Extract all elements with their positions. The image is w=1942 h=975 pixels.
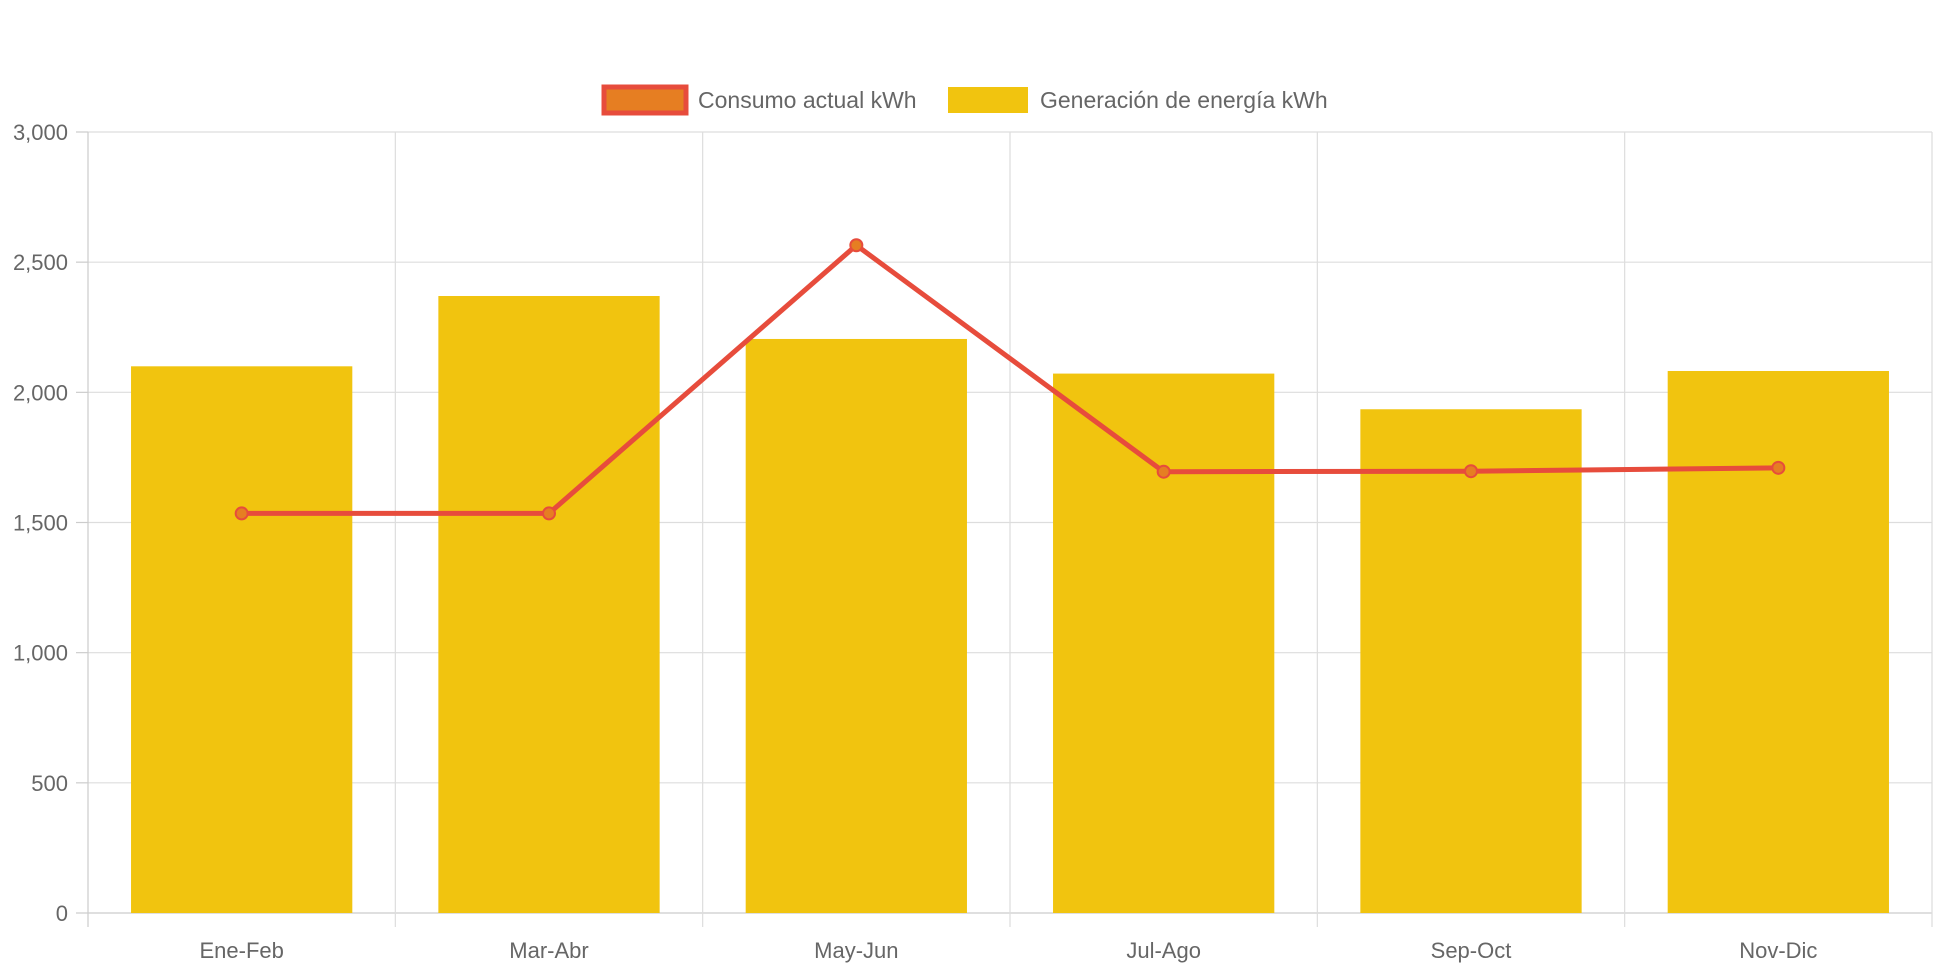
x-tick-label: Jul-Ago: [1126, 938, 1201, 963]
x-tick-label: Ene-Feb: [199, 938, 283, 963]
x-tick-label: Sep-Oct: [1431, 938, 1512, 963]
y-tick-label: 2,000: [13, 380, 68, 405]
y-tick-label: 1,000: [13, 641, 68, 666]
legend-label-consumo: Consumo actual kWh: [698, 87, 917, 113]
bar: [1360, 409, 1582, 913]
line-point: [542, 506, 556, 521]
bar: [745, 338, 967, 914]
legend-swatch-generacion: [948, 87, 1028, 113]
line-point: [234, 506, 249, 521]
bar: [438, 296, 660, 913]
legend-label-generacion: Generación de energía kWh: [1040, 87, 1328, 113]
y-tick-label: 500: [31, 771, 68, 796]
y-tick-label: 0: [56, 901, 68, 926]
legend-swatch-consumo: [601, 84, 689, 116]
bar: [131, 366, 353, 913]
legend: Consumo actual kWh Generación de energía …: [601, 84, 1328, 116]
line-point: [1156, 464, 1171, 479]
x-tick-label: Nov-Dic: [1739, 938, 1817, 963]
bar: [1053, 373, 1275, 913]
bar: [1667, 370, 1889, 914]
x-tick-label: Mar-Abr: [509, 938, 588, 963]
x-tick-label: May-Jun: [814, 938, 898, 963]
grid-lines: [87, 131, 1933, 927]
line-point: [1771, 460, 1786, 475]
y-tick-label: 2,500: [13, 250, 68, 275]
y-tick-label: 1,500: [13, 511, 68, 536]
y-tick-label: 3,000: [13, 120, 68, 145]
line-point: [1464, 464, 1478, 479]
axes: 0 500 1,000 1,500 2,000 2,500 3,000 Ene-Feb Mar-…: [13, 120, 1818, 963]
series-line: [239, 242, 1781, 516]
line-series: [234, 238, 1786, 521]
line-point: [849, 238, 864, 253]
